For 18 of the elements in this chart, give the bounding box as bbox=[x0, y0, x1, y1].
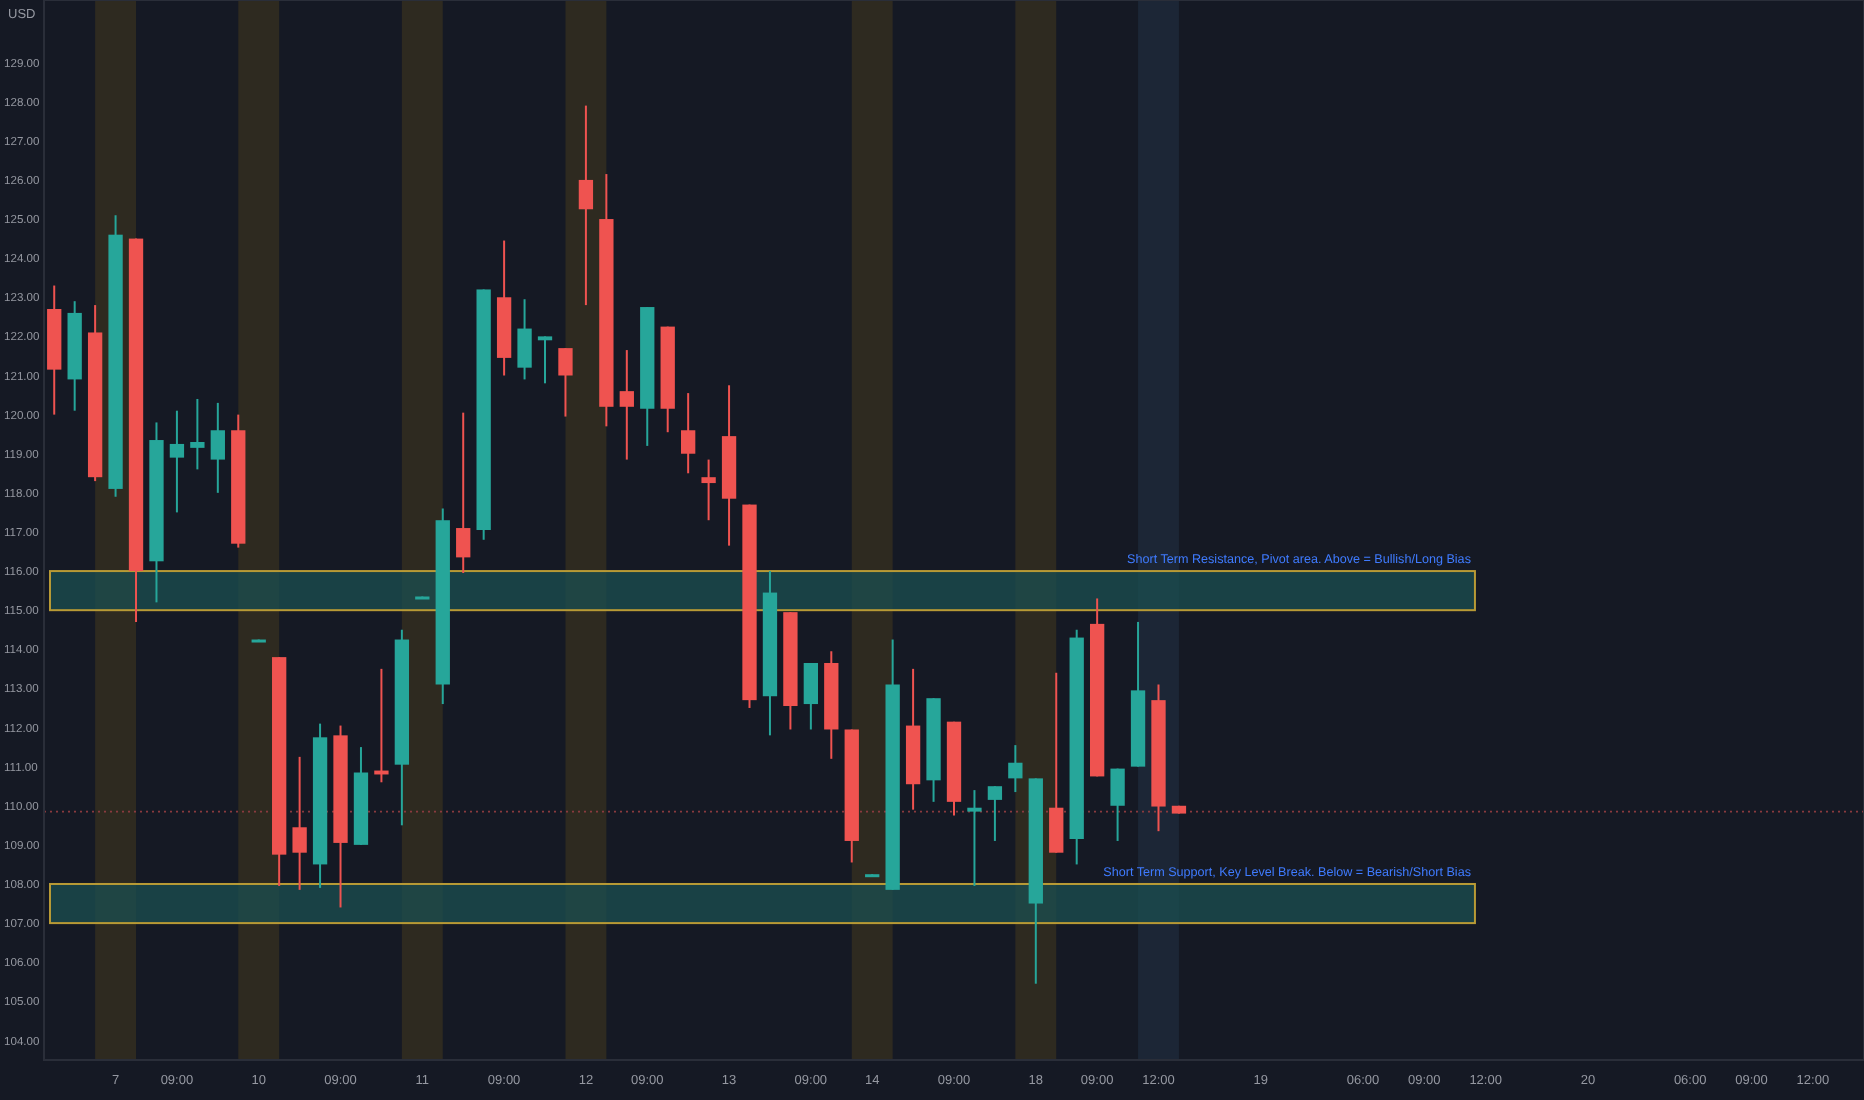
candlestick bbox=[578, 104, 594, 307]
candlestick bbox=[1110, 767, 1125, 842]
candlestick bbox=[987, 785, 1003, 842]
candlestick bbox=[210, 401, 225, 494]
candlestick bbox=[701, 458, 716, 522]
candlestick bbox=[681, 392, 696, 475]
candlestick bbox=[292, 755, 307, 891]
candlestick bbox=[537, 335, 553, 385]
candlestick bbox=[803, 661, 819, 731]
candlestick bbox=[456, 411, 471, 575]
candlestick bbox=[619, 349, 634, 461]
candlestick bbox=[1008, 744, 1023, 794]
candlestick bbox=[169, 409, 185, 514]
candlestick bbox=[190, 397, 205, 471]
candlestick bbox=[967, 789, 982, 887]
candlestick bbox=[517, 298, 532, 381]
candlestick bbox=[1049, 671, 1064, 854]
candlestick bbox=[558, 347, 573, 418]
